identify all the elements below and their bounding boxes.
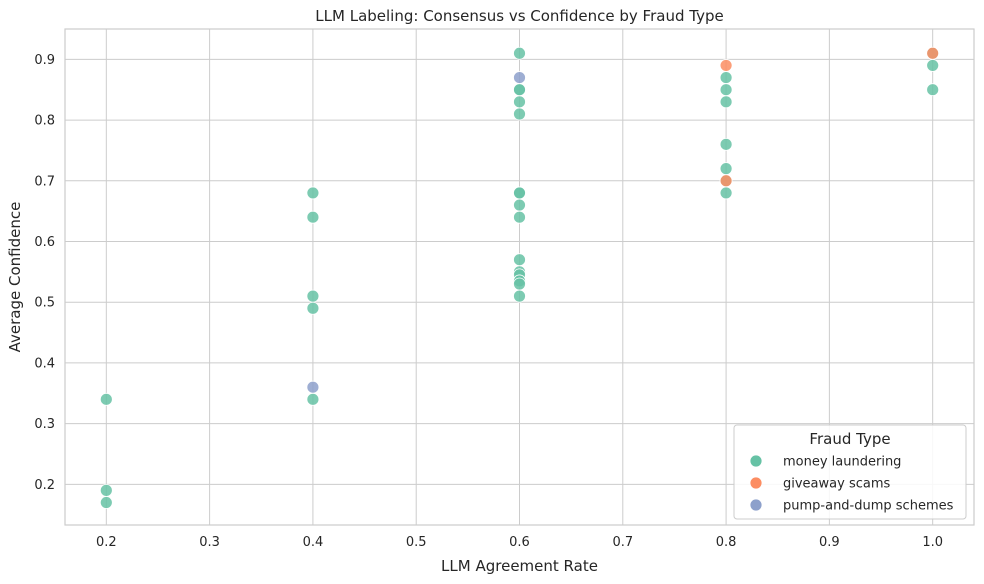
data-point-money-laundering — [306, 186, 320, 200]
data-point-money-laundering — [719, 83, 733, 97]
data-point-money-laundering — [926, 59, 940, 72]
y-tick-label: 0.2 — [34, 478, 55, 493]
data-point-money-laundering — [513, 83, 526, 97]
plot-frame — [64, 28, 975, 526]
data-point-money-laundering — [306, 301, 320, 315]
data-point-money-laundering — [719, 95, 733, 109]
chart-title: LLM Labeling: Consensus vs Confidence by… — [315, 7, 723, 25]
y-tick-label: 0.6 — [34, 235, 55, 250]
data-point-money-laundering — [513, 253, 526, 267]
legend-marker-money-laundering — [749, 454, 763, 468]
legend-box — [733, 424, 967, 520]
x-tick-label: 0.6 — [509, 535, 530, 550]
y-tick-label: 0.4 — [34, 356, 55, 371]
data-point-money-laundering — [513, 46, 526, 60]
legend-label-giveaway-scams: giveaway scams — [783, 477, 890, 492]
y-tick-label: 0.8 — [34, 114, 55, 129]
data-point-money-laundering — [99, 496, 113, 509]
legend: Fraud Type money laundering giveaway scam… — [733, 424, 967, 520]
x-axis-label: LLM Agreement Rate — [441, 557, 598, 575]
x-tick-labels: 0.2 0.3 0.4 0.5 0.6 0.7 0.8 0.9 1.0 — [96, 535, 943, 550]
y-axis-label: Average Confidence — [6, 202, 24, 353]
x-tick-label: 0.7 — [612, 535, 633, 550]
x-tick-label: 0.5 — [406, 535, 427, 550]
data-point-money-laundering — [719, 186, 733, 200]
data-point-giveaway-scams — [926, 46, 940, 60]
x-tick-label: 0.9 — [819, 535, 840, 550]
data-point-money-laundering — [513, 277, 526, 291]
y-tick-label: 0.7 — [34, 174, 55, 189]
data-point-money-laundering — [513, 289, 526, 303]
x-tick-label: 0.2 — [96, 535, 117, 550]
x-tick-label: 0.4 — [303, 535, 324, 550]
data-point-money-laundering — [306, 210, 320, 224]
data-point-money-laundering — [513, 186, 526, 200]
x-tick-label: 0.8 — [716, 535, 737, 550]
legend-label-money-laundering: money laundering — [783, 455, 901, 470]
x-tick-label: 0.3 — [199, 535, 220, 550]
data-point-money-laundering — [99, 392, 113, 406]
data-point-giveaway-scams — [719, 174, 733, 188]
legend-marker-pump-and-dump-schemes — [749, 498, 763, 512]
y-tick-label: 0.9 — [34, 53, 55, 68]
y-tick-labels: 0.2 0.3 0.4 0.5 0.6 0.7 0.8 0.9 — [34, 53, 55, 493]
data-point-money-laundering — [513, 95, 526, 109]
legend-title: Fraud Type — [809, 430, 890, 448]
data-point-giveaway-scams — [719, 59, 733, 72]
data-point-money-laundering — [513, 210, 526, 224]
data-point-money-laundering — [926, 83, 940, 97]
data-point-money-laundering — [306, 289, 320, 303]
data-point-pump-and-dump-schemes — [513, 71, 526, 84]
data-point-money-laundering — [513, 198, 526, 212]
data-points — [99, 46, 940, 509]
data-point-money-laundering — [719, 71, 733, 84]
data-point-money-laundering — [99, 483, 113, 497]
legend-marker-giveaway-scams — [749, 476, 763, 490]
y-tick-label: 0.5 — [34, 296, 55, 311]
data-point-pump-and-dump-schemes — [306, 380, 320, 394]
data-point-money-laundering — [306, 392, 320, 406]
data-point-money-laundering — [513, 107, 526, 121]
data-point-money-laundering — [719, 162, 733, 176]
x-tick-label: 1.0 — [922, 535, 943, 550]
legend-items: money laundering giveaway scams pump-and-d… — [749, 454, 954, 514]
legend-label-pump-and-dump-schemes: pump-and-dump schemes — [783, 499, 954, 514]
y-tick-label: 0.3 — [34, 417, 55, 432]
data-point-money-laundering — [719, 137, 733, 151]
